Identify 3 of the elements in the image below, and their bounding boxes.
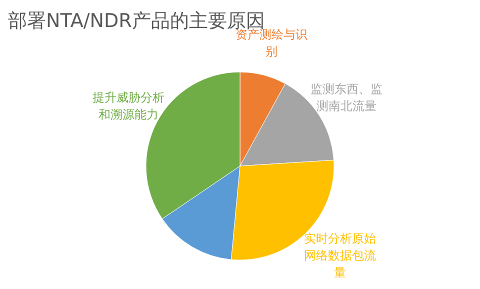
slice-label: 提升威胁分析和溯源能力: [92, 90, 165, 122]
slice-label: 实时分析原始网络数据包流量: [304, 232, 376, 280]
slice-label: 监测东西、监测南北流量: [310, 82, 382, 114]
